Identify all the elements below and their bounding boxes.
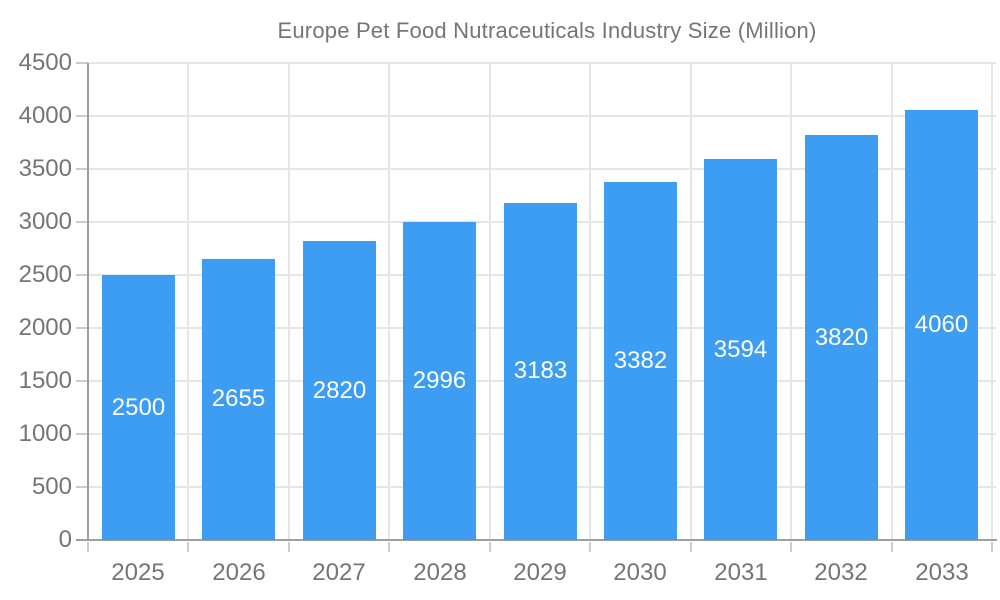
bar[interactable] [403,222,476,540]
grid-line-x [790,63,792,540]
x-axis-line [87,539,997,541]
y-axis-tick-label: 1500 [18,367,72,394]
y-axis-tick-label: 1000 [18,420,72,447]
bar-value-label: 2996 [412,367,467,394]
bar[interactable] [805,135,878,540]
bar[interactable] [303,241,376,540]
bar-value-label: 3594 [713,336,768,363]
x-axis-tick-label: 2032 [814,559,868,586]
x-axis-tick-label: 2028 [413,559,467,586]
x-axis-tick-mark [589,542,591,552]
x-axis-tick-mark [489,542,491,552]
bar-value-label: 2655 [211,385,266,412]
bar[interactable] [202,259,275,540]
bar-value-label: 3820 [814,324,869,351]
bar[interactable] [504,203,577,540]
y-axis-tick-mark [76,62,88,64]
bar[interactable] [704,159,777,540]
grid-line-x [187,63,189,540]
y-axis-tick-mark [76,115,88,117]
y-axis-tick-label: 4000 [18,102,72,129]
y-axis-tick-mark [76,274,88,276]
y-axis-tick-label: 0 [58,526,72,553]
x-axis-tick-mark [891,542,893,552]
bar-value-label: 3183 [513,357,568,384]
x-axis-tick-label: 2030 [613,559,667,586]
bar[interactable] [604,182,677,540]
grid-line-x [388,63,390,540]
legend-swatch-icon [183,18,264,43]
x-axis-tick-label: 2031 [714,559,768,586]
x-axis-tick-mark [991,542,993,552]
x-axis-tick-label: 2029 [513,559,567,586]
grid-line-x [690,63,692,540]
x-axis-tick-label: 2025 [111,559,165,586]
y-axis-tick-mark [76,486,88,488]
grid-line-x [891,63,893,540]
chart-legend-item[interactable]: Europe Pet Food Nutraceuticals Industry … [0,18,1000,43]
bar-value-label: 2500 [111,394,166,421]
grid-line-y [88,115,996,117]
bar-value-label: 4060 [914,311,969,338]
y-axis-tick-label: 4500 [18,49,72,76]
grid-line-x [589,63,591,540]
y-axis-tick-mark [76,380,88,382]
grid-line-y [88,62,996,64]
y-axis-tick-mark [76,221,88,223]
x-axis-tick-label: 2033 [915,559,969,586]
x-axis-tick-mark [388,542,390,552]
x-axis-tick-mark [690,542,692,552]
y-axis-tick-label: 500 [31,473,72,500]
bar-value-label: 3382 [613,347,668,374]
grid-line-y [88,168,996,170]
y-axis-tick-label: 3500 [18,155,72,182]
y-axis-tick-mark [76,168,88,170]
grid-line-x [489,63,491,540]
y-axis-line [87,63,89,540]
legend-label: Europe Pet Food Nutraceuticals Industry … [277,18,817,43]
grid-line-x [991,63,993,540]
x-axis-tick-label: 2026 [212,559,266,586]
bar-value-label: 2820 [312,377,367,404]
y-axis-tick-label: 2500 [18,261,72,288]
x-axis-tick-mark [288,542,290,552]
y-axis-tick-label: 3000 [18,208,72,235]
grid-line-x [288,63,290,540]
bar[interactable] [905,110,978,540]
x-axis-tick-label: 2027 [312,559,366,586]
y-axis-tick-mark [76,327,88,329]
x-axis-tick-mark [187,542,189,552]
y-axis-tick-mark [76,539,88,541]
x-axis-tick-mark [790,542,792,552]
y-axis-tick-label: 2000 [18,314,72,341]
y-axis-tick-mark [76,433,88,435]
x-axis-tick-mark [87,542,89,552]
bar[interactable] [102,275,175,540]
